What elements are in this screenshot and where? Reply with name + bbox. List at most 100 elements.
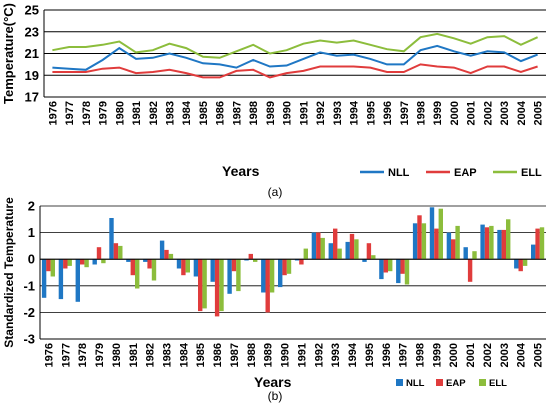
legend-item-nll: NLL — [360, 167, 410, 179]
bar-ell — [135, 259, 140, 289]
bar-eap — [130, 259, 135, 276]
bar-eap — [316, 232, 321, 260]
x-tick-label: 1999 — [431, 343, 443, 367]
bar-ell — [253, 259, 258, 262]
bar-ell — [67, 259, 72, 266]
bar-eap — [501, 229, 506, 260]
x-tick-label: 1981 — [128, 343, 140, 367]
series-line-nll — [52, 44, 538, 71]
bar-ell — [489, 225, 494, 260]
x-tick-label: 1990 — [280, 343, 292, 367]
x-tick-label: 1997 — [399, 101, 411, 125]
bar-nll — [193, 259, 199, 277]
bar-nll — [41, 259, 47, 298]
x-tick-label: 1996 — [382, 101, 394, 125]
x-tick-label: 1994 — [347, 342, 359, 367]
x-tick-label: 1990 — [282, 101, 294, 125]
bar-eap — [400, 259, 405, 274]
x-tick-label: 1995 — [364, 343, 376, 367]
bar-ell — [219, 259, 224, 312]
bar-eap — [349, 233, 355, 260]
bar-nll — [159, 240, 165, 260]
panel-a-caption: (a) — [268, 185, 283, 199]
y-axis-title: Standardized Temperature — [2, 197, 16, 348]
x-tick-label: 1996 — [381, 343, 393, 367]
bar-ell — [472, 251, 477, 260]
y-tick-label: 23 — [25, 24, 39, 39]
x-tick-label: 2000 — [448, 343, 460, 367]
bar-ell — [118, 245, 123, 260]
bar-eap — [484, 227, 490, 260]
bar-nll — [311, 232, 317, 260]
legend-item-nll: NLL — [396, 378, 425, 389]
bar-ell — [185, 259, 190, 273]
bar-ell — [421, 223, 427, 260]
x-tick-label: 2005 — [533, 343, 545, 367]
x-tick-label: 1982 — [148, 101, 160, 125]
bar-eap — [46, 259, 51, 272]
x-tick-label: 2004 — [516, 100, 528, 125]
x-tick-label: 1984 — [178, 342, 190, 367]
legend-swatch-ell — [479, 379, 486, 386]
bar-eap — [96, 247, 102, 260]
bar-eap — [535, 228, 540, 260]
panel-a-line-chart: 17 19 21 23 25 1976 1977 1978 1979 1980 1981 1982 19… — [1, 3, 546, 179]
y-tick-label: 17 — [25, 90, 39, 105]
legend-label: NLL — [406, 378, 425, 389]
x-tick-label: 2003 — [499, 343, 511, 367]
x-tick-label: 2001 — [465, 343, 477, 367]
bar-nll — [429, 207, 435, 260]
bar-nll — [126, 259, 131, 262]
bar-nll — [531, 244, 536, 260]
bar-ell — [404, 259, 410, 285]
x-tick-label: 1979 — [94, 343, 106, 367]
bar-ell — [320, 237, 325, 260]
x-tick-label: 1988 — [246, 343, 258, 367]
bar-nll — [362, 259, 367, 262]
bar-eap — [231, 259, 237, 272]
x-tick-label: 1980 — [114, 101, 126, 125]
x-tick-label: 1976 — [47, 101, 59, 125]
bar-nll — [294, 259, 300, 261]
x-tick-label: 1997 — [398, 343, 410, 367]
bar-eap — [164, 249, 169, 260]
x-tick-label: 1998 — [416, 101, 428, 125]
x-tick-label: 1979 — [98, 101, 110, 125]
x-tick-label: 1995 — [365, 101, 377, 125]
legend-item-ell: ELL — [479, 378, 507, 389]
bar-ell — [269, 259, 275, 293]
y-tick-label: -3 — [23, 332, 35, 347]
series-line-ell — [52, 32, 539, 59]
x-tick-label: 1984 — [181, 100, 193, 125]
panel-b-caption: (b) — [268, 389, 283, 403]
bar-ell — [84, 259, 89, 268]
y-tick-label: 2 — [28, 199, 35, 214]
x-tick-label: 2002 — [482, 101, 494, 125]
bar-eap — [333, 228, 338, 260]
bar-nll — [143, 259, 148, 262]
legend-label: ELL — [489, 378, 507, 389]
x-tick-label: 1991 — [296, 343, 308, 367]
bar-eap — [282, 259, 287, 276]
bar-ell — [202, 259, 207, 309]
x-tick-label: 1999 — [432, 101, 444, 125]
y-tick-label: 19 — [25, 68, 39, 83]
bar-ell — [236, 259, 241, 292]
bar-nll — [328, 243, 333, 260]
bar-ell — [522, 259, 528, 266]
bar-eap — [198, 259, 203, 312]
bar-nll — [58, 259, 64, 300]
bar-ell — [50, 259, 55, 277]
y-tick-label: 1 — [28, 225, 35, 240]
x-tick-label: 1987 — [231, 101, 243, 125]
x-tick-label: 1983 — [165, 101, 177, 125]
bar-ell — [151, 259, 157, 281]
panel-b-bar-chart: -3 -2 -1 0 1 2 1976 1977 1978 1979 1980 1981 1982 198… — [2, 197, 546, 390]
x-tick-label: 1989 — [263, 343, 275, 367]
bar-ell — [101, 259, 106, 264]
x-tick-label: 1989 — [265, 101, 277, 125]
x-tick-label: 1985 — [198, 101, 210, 125]
x-tick-label: 2002 — [482, 343, 494, 367]
bar-nll — [261, 259, 266, 293]
